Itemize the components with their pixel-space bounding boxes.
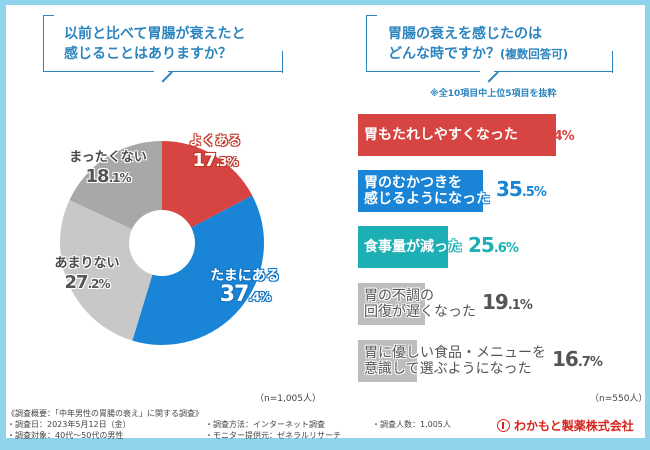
left-question-bubble bbox=[43, 15, 283, 83]
pie-category-label: あまりない bbox=[54, 256, 120, 271]
pie-label-sometimes: たまにある 37.4% bbox=[195, 268, 295, 308]
bar-category-label: 胃もたれしやすくなった bbox=[364, 127, 518, 143]
bar bbox=[358, 226, 448, 268]
pie-value-dec: .2% bbox=[87, 277, 111, 291]
bar-value-dec: .1% bbox=[507, 298, 533, 313]
bar-category-line: 胃の不調の bbox=[364, 288, 434, 304]
pie-value-int: 17 bbox=[192, 150, 217, 171]
bar-label-group: 胃もたれしやすくなった 56.4% bbox=[364, 114, 575, 156]
right-sample-size: （n=550人） bbox=[590, 394, 648, 404]
bar-category-line: 胃もたれしやすくなった bbox=[364, 127, 518, 143]
bar-category-label: 胃に優しい食品・メニューを 意識して選ぶようになった bbox=[364, 345, 546, 377]
left-sample-size: （n=1,005人） bbox=[255, 394, 322, 404]
bar bbox=[358, 340, 417, 382]
pie-category-label: よくある bbox=[188, 134, 241, 149]
company-name: わかもと製薬株式会社 bbox=[514, 419, 634, 433]
right-question-line2: どんな時ですか？ bbox=[388, 46, 500, 62]
bar-label-group: 胃のむかつきを 感じるようになった 35.5% bbox=[364, 170, 547, 212]
bar-category-line: 胃に優しい食品・メニューを bbox=[364, 345, 546, 361]
left-question-line1: 以前と比べて胃腸が衰えたと bbox=[64, 26, 246, 42]
pie-slice bbox=[162, 141, 253, 243]
bar-value-dec: .5% bbox=[521, 185, 547, 200]
survey-count: ・調査人数：1,005人 bbox=[372, 420, 451, 429]
bar-category-line: 意識して選ぶようになった bbox=[364, 361, 532, 377]
pie-label-rarely: あまりない 27.2% bbox=[42, 256, 132, 295]
bar-row: 胃の不調の 回復が遅くなった 19.1% bbox=[358, 283, 638, 325]
bar-row: 食事量が減った 25.6% bbox=[358, 226, 638, 268]
bar-category-line: 回復が遅くなった bbox=[364, 304, 476, 320]
bar-value-dec: .7% bbox=[577, 355, 603, 370]
bar-label-group: 胃に優しい食品・メニューを 意識して選ぶようになった 16.7% bbox=[364, 340, 603, 382]
company-logo-icon bbox=[497, 419, 510, 432]
pie-label-never: まったくない 18.1% bbox=[58, 150, 158, 189]
bar-value-dec: .6% bbox=[493, 241, 519, 256]
right-question-suffix: (複数回答可) bbox=[500, 47, 569, 61]
bar-row: 胃に優しい食品・メニューを 意識して選ぶようになった 16.7% bbox=[358, 340, 638, 382]
bar-value-int: 25 bbox=[468, 233, 495, 257]
donut-hole bbox=[129, 210, 195, 276]
bar-value-label: 19.1% bbox=[482, 292, 533, 314]
bar-row: 胃もたれしやすくなった 56.4% bbox=[358, 114, 638, 156]
pie-value-dec: .4% bbox=[248, 290, 271, 304]
bar-category-label: 胃のむかつきを 感じるようになった bbox=[364, 175, 490, 207]
extraction-note: ※全10項目中上位5項目を抜粋 bbox=[430, 89, 557, 99]
bar bbox=[358, 114, 556, 156]
bar-value-label: 16.7% bbox=[552, 349, 603, 371]
bar-value-int: 35 bbox=[496, 177, 523, 201]
survey-provider: ・モニター提供元：ゼネラルリサーチ bbox=[205, 431, 341, 440]
right-question-bubble bbox=[366, 15, 613, 83]
bar-value-label: 56.4% bbox=[524, 123, 575, 145]
bar-row: 胃のむかつきを 感じるようになった 35.5% bbox=[358, 170, 638, 212]
pie-value-int: 18 bbox=[85, 166, 110, 187]
bar-value-int: 16 bbox=[552, 347, 579, 371]
bar-category-line: 胃のむかつきを bbox=[364, 175, 462, 191]
bar bbox=[358, 170, 483, 212]
pie-value-int: 37 bbox=[219, 282, 250, 307]
left-question-line2: 感じることはありますか？ bbox=[64, 46, 232, 62]
survey-overview: 《調査概要：「中年男性の胃腸の衰え」に関する調査》 bbox=[7, 409, 203, 418]
bar-value-int: 56 bbox=[523, 121, 551, 145]
bar-label-group: 胃の不調の 回復が遅くなった 19.1% bbox=[364, 283, 533, 325]
pie-label-often: よくある 17.3% bbox=[165, 134, 265, 173]
company-logo: わかもと製薬株式会社 bbox=[497, 417, 634, 434]
pie-value-dec: .1% bbox=[108, 171, 132, 185]
pie-category-label: まったくない bbox=[69, 150, 147, 165]
bar bbox=[358, 283, 426, 325]
pie-category-label: たまにある bbox=[210, 268, 280, 284]
pie-slice bbox=[132, 195, 264, 345]
survey-method: ・調査方法：インターネット調査 bbox=[205, 420, 325, 429]
pie-value-dec: .3% bbox=[215, 155, 239, 169]
survey-date: ・調査日：2023年5月12日（金） bbox=[7, 420, 131, 429]
bar-value-int: 19 bbox=[482, 290, 509, 314]
bar-category-label: 胃の不調の 回復が遅くなった bbox=[364, 288, 476, 320]
right-question-line1: 胃腸の衰えを感じたのは bbox=[388, 26, 542, 42]
bar-category-label: 食事量が減った bbox=[364, 239, 462, 255]
bar-value-label: 35.5% bbox=[496, 179, 547, 201]
survey-target: ・調査対象：40代～50代の男性 bbox=[7, 431, 124, 440]
bar-category-line: 感じるようになった bbox=[364, 191, 490, 207]
pie-slice bbox=[69, 141, 162, 243]
bar-value-dec: .4% bbox=[549, 129, 575, 144]
left-question: 以前と比べて胃腸が衰えたと 感じることはありますか？ bbox=[64, 24, 245, 64]
bar-label-group: 食事量が減った 25.6% bbox=[364, 226, 519, 268]
right-question: 胃腸の衰えを感じたのは どんな時ですか？(複数回答可) bbox=[388, 24, 568, 64]
pie-value-int: 27 bbox=[64, 272, 89, 293]
bar-value-label: 25.6% bbox=[468, 235, 519, 257]
bar-category-line: 食事量が減った bbox=[364, 239, 462, 255]
